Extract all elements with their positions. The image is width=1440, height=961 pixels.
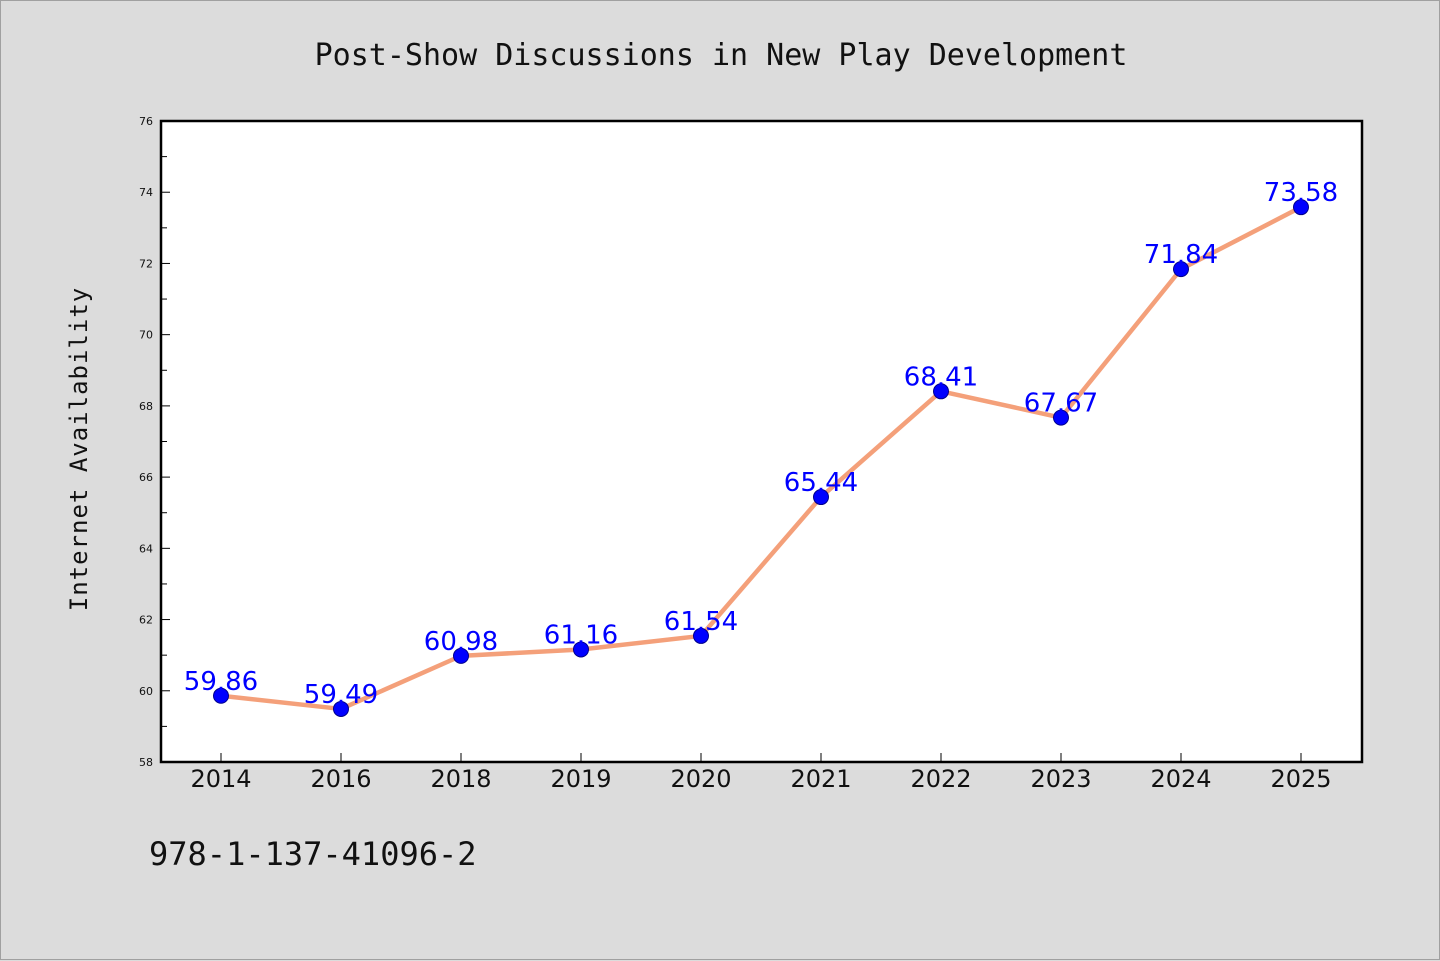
chart-title: Post-Show Discussions in New Play Develo… [315,38,1128,73]
y-tick-label: 58 [139,756,153,769]
x-tick-label: 2024 [1150,765,1211,793]
plot-frame [159,119,1364,764]
data-point-marker [1053,409,1069,426]
data-label: 60.98 [424,627,498,657]
y-tick-label: 72 [139,257,153,270]
data-label: 71.84 [1144,240,1218,270]
data-label: 73.58 [1264,178,1338,208]
x-tick-label: 2014 [190,765,251,793]
x-tick-label: 2018 [430,765,491,793]
y-tick-label: 74 [139,186,153,199]
y-tick-label: 62 [139,614,153,627]
y-tick-label: 68 [139,400,153,413]
data-point-marker [573,641,589,658]
x-tick-label: 2021 [790,765,851,793]
data-label: 68.41 [904,362,978,392]
x-tick-label: 2019 [550,765,611,793]
y-tick-label: 70 [139,329,153,342]
series-group: 59.86 59.49 60.98 61.16 61.54 65.44 68.41 67.67… [184,178,1338,717]
data-point-marker [333,700,349,717]
y-axis-ticks: 58 60 62 64 66 68 70 72 74 76 [139,115,170,769]
y-tick-label: 66 [139,471,153,484]
x-tick-label: 2016 [310,765,371,793]
data-point-marker [453,647,469,664]
data-point-marker [693,627,709,644]
data-label: 59.49 [304,680,378,710]
data-label: 59.86 [184,667,258,697]
data-point-marker [1293,199,1309,216]
data-point-marker [1173,261,1189,278]
plot-area [161,121,1362,762]
data-label: 61.16 [544,620,618,650]
x-tick-label: 2023 [1030,765,1091,793]
y-tick-label: 64 [139,542,153,555]
y-axis-label: Internet Availability [65,287,93,611]
x-tick-label: 2025 [1270,765,1331,793]
y-tick-label: 76 [139,115,153,128]
data-point-marker [213,687,229,704]
x-tick-label: 2020 [670,765,731,793]
x-axis-ticks: 2014 2016 2018 2019 2020 2021 2022 2023 2024 2025 [190,753,1332,793]
data-label: 61.54 [664,607,738,637]
data-point-marker [933,383,949,400]
data-label: 65.44 [784,468,858,498]
isbn-text: 978-1-137-41096-2 [149,835,477,873]
data-label: 67.67 [1024,389,1098,419]
x-tick-label: 2022 [910,765,971,793]
series-line [218,204,1304,712]
data-point-marker [813,489,829,506]
y-tick-label: 60 [139,685,153,698]
